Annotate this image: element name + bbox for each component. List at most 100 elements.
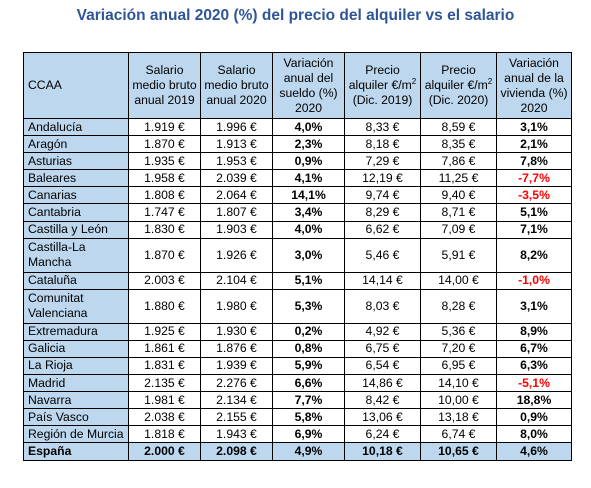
cell-variacion-vivienda: 6,7% — [496, 339, 572, 358]
cell-variacion-vivienda: 5,1% — [496, 203, 572, 222]
cell-salario-2019: 1.818 € — [128, 425, 201, 444]
cell-salario-2020: 2.155 € — [200, 408, 273, 427]
cell-precio-2020: 7,20 € — [420, 339, 497, 358]
cell-region: Cantabria — [23, 203, 129, 222]
table-row: Galicia 1.861 €1.876 €0,8% 6,75 €7,20 €6,7… — [23, 339, 572, 358]
cell-precio-2019: 8,42 € — [344, 391, 421, 410]
header-precio-2019-main: Precio alquiler €/m — [348, 63, 412, 92]
cell-salario-2020: 1.926 € — [200, 237, 273, 273]
cell-region: Comunitat Valenciana — [23, 288, 129, 324]
cell-precio-2020: 9,40 € — [420, 186, 497, 205]
cell-salario-2019: 1.870 € — [128, 237, 201, 273]
cell-precio-2020: 10,00 € — [420, 391, 497, 410]
cell-salario-2019: 1.919 € — [128, 117, 201, 137]
cell-salario-2020: 2.104 € — [200, 271, 273, 290]
table-row: Cataluña 2.003 €2.104 €5,1% 14,14 €14,00 €… — [23, 271, 572, 290]
cell-precio-2020: 8,71 € — [420, 203, 497, 222]
cell-variacion-vivienda: 2,1% — [496, 135, 572, 154]
cell-salario-2020: 2.134 € — [200, 391, 273, 410]
cell-precio-2019: 6,62 € — [344, 220, 421, 239]
cell-variacion-vivienda: 8,2% — [496, 237, 572, 273]
cell-variacion-sueldo: 5,8% — [272, 408, 345, 427]
cell-region: Cataluña — [23, 271, 129, 290]
cell-precio-2019: 14,86 € — [344, 374, 421, 393]
table-row: Navarra 1.981 €2.134 €7,7% 8,42 €10,00 €18… — [23, 391, 572, 410]
cell-salario-2019: 1.925 € — [128, 322, 201, 341]
cell-salario-2019: 1.830 € — [128, 220, 201, 239]
cell-precio-2020: 5,91 € — [420, 237, 497, 273]
cell-precio-2019: 6,75 € — [344, 339, 421, 358]
cell-region: Madrid — [23, 374, 129, 393]
cell-region: Castilla y León — [23, 220, 129, 239]
cell-region: Aragón — [23, 135, 129, 154]
table-row: Castilla y León 1.830 €1.903 €4,0% 6,62 €7… — [23, 220, 572, 239]
cell-variacion-vivienda: 6,3% — [496, 356, 572, 376]
cell-salario-2020: 2.098 € — [200, 442, 273, 461]
table-row: La Rioja 1.831 €1.939 €5,9% 6,54 €6,95 €6,… — [23, 356, 572, 376]
cell-salario-2020: 1.913 € — [200, 135, 273, 154]
table-row: País Vasco 2.038 €2.155 €5,8% 13,06 €13,18… — [23, 408, 572, 427]
cell-variacion-sueldo: 6,6% — [272, 374, 345, 393]
cell-precio-2020: 14,10 € — [420, 374, 497, 393]
header-precio-2020-date: (Dic. 2020) — [428, 93, 489, 107]
cell-variacion-vivienda: -3,5% — [496, 186, 572, 205]
table-row: Madrid 2.135 €2.276 €6,6% 14,86 €14,10 € -5… — [23, 374, 572, 393]
cell-precio-2019: 14,14 € — [344, 271, 421, 290]
cell-precio-2019: 6,54 € — [344, 356, 421, 376]
table-row: Asturias 1.935 €1.953 €0,9% 7,29 €7,86 €7,… — [23, 152, 572, 171]
cell-variacion-sueldo: 3,0% — [272, 237, 345, 273]
cell-precio-2020: 11,25 € — [420, 169, 497, 188]
cell-precio-2020: 5,36 € — [420, 322, 497, 341]
table-row: Extremadura 1.925 €1.930 €0,2% 4,92 €5,36 … — [23, 322, 572, 341]
table-row: Canarias 1.808 €2.064 €14,1% 9,74 €9,40 € -… — [23, 186, 572, 205]
cell-variacion-sueldo: 0,8% — [272, 339, 345, 358]
cell-variacion-vivienda: 18,8% — [496, 391, 572, 410]
cell-region: Asturias — [23, 152, 129, 171]
cell-precio-2020: 7,86 € — [420, 152, 497, 171]
header-ccaa: CCAA — [23, 52, 129, 119]
cell-variacion-sueldo: 5,9% — [272, 356, 345, 376]
cell-salario-2019: 1.870 € — [128, 135, 201, 154]
cell-salario-2019: 1.831 € — [128, 356, 201, 376]
cell-precio-2020: 8,59 € — [420, 117, 497, 137]
cell-salario-2019: 1.808 € — [128, 186, 201, 205]
header-precio-2019-sup: 2 — [411, 76, 417, 86]
cell-variacion-sueldo: 5,1% — [272, 271, 345, 290]
cell-precio-2020: 6,95 € — [420, 356, 497, 376]
cell-variacion-vivienda: -7,7% — [496, 169, 572, 188]
header-precio-2020-main: Precio alquiler €/m — [424, 63, 488, 92]
table-row: Andalucía 1.919 €1.996 €4,0% 8,33 €8,59 €3… — [23, 117, 572, 137]
header-precio-2020-sup: 2 — [487, 76, 493, 86]
cell-precio-2019: 5,46 € — [344, 237, 421, 273]
cell-salario-2020: 1.876 € — [200, 339, 273, 358]
cell-variacion-vivienda: 3,1% — [496, 117, 572, 137]
cell-region: Extremadura — [23, 322, 129, 341]
cell-region: Navarra — [23, 391, 129, 410]
cell-precio-2019: 9,74 € — [344, 186, 421, 205]
header-salario-2020: Salario medio bruto anual 2020 — [200, 52, 273, 119]
cell-salario-2019: 1.935 € — [128, 152, 201, 171]
cell-salario-2019: 1.958 € — [128, 169, 201, 188]
cell-variacion-vivienda: 3,1% — [496, 288, 572, 324]
cell-precio-2019: 8,03 € — [344, 288, 421, 324]
cell-variacion-sueldo: 4,0% — [272, 220, 345, 239]
cell-salario-2020: 2.039 € — [200, 169, 273, 188]
cell-variacion-sueldo: 14,1% — [272, 186, 345, 205]
cell-salario-2020: 1.930 € — [200, 322, 273, 341]
cell-variacion-vivienda: 7,8% — [496, 152, 572, 171]
header-precio-2019-date: (Dic. 2019) — [352, 93, 413, 107]
cell-precio-2019: 7,29 € — [344, 152, 421, 171]
cell-precio-2019: 4,92 € — [344, 322, 421, 341]
cell-variacion-sueldo: 7,7% — [272, 391, 345, 410]
header-row: CCAA Salario medio bruto anual 2019 Sala… — [23, 52, 572, 119]
cell-region: Galicia — [23, 339, 129, 358]
cell-variacion-sueldo: 4,9% — [272, 442, 345, 461]
cell-salario-2019: 2.000 € — [128, 442, 201, 461]
page-title: Variación anual 2020 (%) del precio del … — [76, 7, 515, 24]
cell-salario-2020: 1.903 € — [200, 220, 273, 239]
cell-precio-2020: 10,65 € — [420, 442, 497, 461]
cell-precio-2020: 6,74 € — [420, 425, 497, 444]
cell-salario-2020: 1.943 € — [200, 425, 273, 444]
cell-region: Canarias — [23, 186, 129, 205]
cell-variacion-sueldo: 4,0% — [272, 117, 345, 137]
